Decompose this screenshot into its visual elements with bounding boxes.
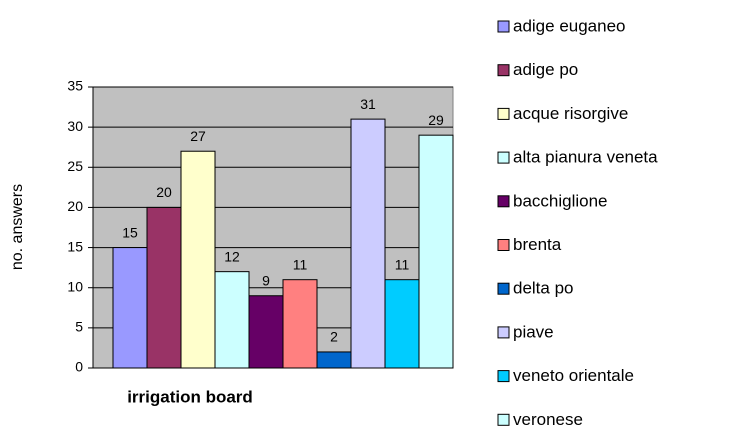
legend-label: alta pianura veneta (513, 148, 658, 167)
bar (180, 150, 216, 369)
x-axis-label: irrigation board (127, 387, 253, 406)
legend-label: adige euganeo (513, 16, 626, 35)
bar (350, 118, 386, 369)
legend-swatch (497, 282, 510, 295)
data-label: 11 (293, 256, 308, 272)
data-label: 15 (122, 224, 138, 240)
data-label: 27 (190, 128, 206, 144)
data-label: 2 (330, 329, 338, 345)
y-tick-label: 25 (67, 158, 83, 174)
legend-label: veronese (513, 410, 583, 427)
bar (316, 351, 352, 369)
legend-swatch (497, 151, 510, 164)
legend-swatch (497, 195, 510, 208)
legend-swatch (497, 413, 510, 426)
y-tick-label: 0 (75, 359, 83, 375)
y-tick-label: 5 (75, 319, 83, 335)
data-label: 11 (395, 256, 410, 272)
bar (112, 247, 148, 369)
data-label: 12 (224, 248, 240, 264)
legend-label: veneto orientale (513, 366, 634, 385)
y-tick-label: 20 (67, 198, 83, 214)
y-tick-label: 15 (67, 238, 83, 254)
data-label: 29 (428, 112, 444, 128)
legend-swatch (497, 370, 510, 383)
y-tick-label: 10 (67, 278, 83, 294)
bar (282, 279, 318, 369)
y-tick-label: 35 (67, 78, 83, 94)
legend-label: brenta (513, 235, 562, 254)
legend-swatch (497, 239, 510, 251)
legend-label: acque risorgive (513, 104, 628, 123)
data-label: 9 (262, 272, 270, 288)
bar (146, 206, 182, 369)
data-label: 31 (360, 96, 376, 112)
data-label: 20 (156, 184, 172, 200)
legend-label: delta po (513, 279, 574, 298)
legend-label: piave (513, 322, 554, 341)
legend-swatch (497, 107, 510, 120)
y-tick-label: 30 (67, 118, 83, 134)
bar (214, 271, 250, 369)
legend-label: bacchiglione (513, 191, 608, 210)
bar (418, 134, 454, 369)
legend-swatch (497, 64, 510, 77)
bar (248, 295, 284, 369)
y-axis-label: no. answers (9, 184, 26, 270)
legend-swatch (497, 20, 510, 33)
legend-label: adige po (513, 60, 578, 79)
bar (384, 279, 420, 369)
legend-swatch (497, 326, 510, 339)
